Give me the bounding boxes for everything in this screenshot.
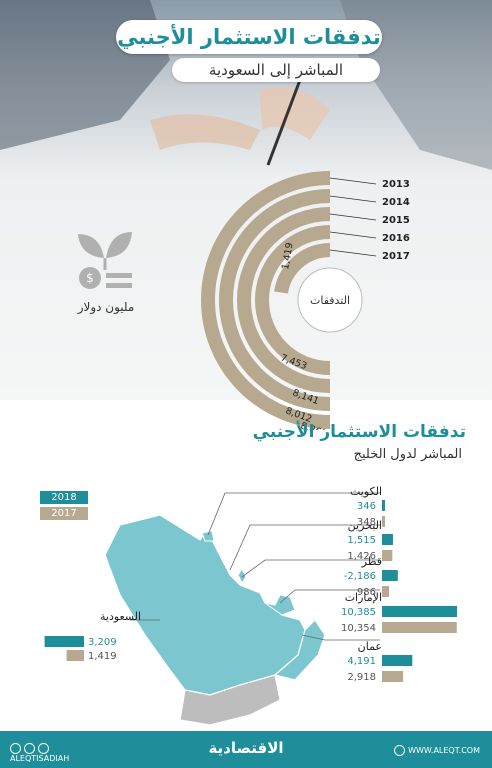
svg-text:$: $ <box>86 271 94 285</box>
arc-value-label-2013: 8,865 <box>299 420 328 430</box>
year-label-2014: 2014 <box>382 197 410 208</box>
page-title: تدفقات الاستثمار الأجنبي <box>117 25 381 49</box>
bar-2018-2 <box>382 570 398 581</box>
country-label-2: قطر <box>361 555 382 568</box>
bar-2018-1 <box>382 534 393 545</box>
instagram-icon <box>10 743 21 754</box>
center-circle <box>297 267 363 333</box>
arc-bar-2014 <box>218 189 331 411</box>
gulf-section-subtitle: المباشر لدول الخليج <box>353 447 462 462</box>
year-label-2015: 2015 <box>382 215 410 226</box>
legend-2018: 2018 <box>40 491 88 504</box>
uae-map <box>264 594 296 616</box>
website-link[interactable]: WWW.ALEQT.COM <box>394 745 480 756</box>
value-label-2018-3: 10,385 <box>341 607 376 618</box>
center-label: التدفقات <box>310 294 350 307</box>
subtitle-banner: المباشر إلى السعودية <box>172 58 380 82</box>
value-label-2018-4: 4,191 <box>347 656 376 667</box>
arc-bar-2015 <box>236 207 331 393</box>
money-plant-icon: $ <box>78 232 132 289</box>
value-label-2017-saudi: 1,419 <box>88 651 117 662</box>
value-label-2018-saudi: 3,209 <box>88 637 117 648</box>
value-label-2018-1: 1,515 <box>347 535 376 546</box>
bar-2018-0 <box>382 500 385 511</box>
unit-label: مليون دولار <box>77 300 135 314</box>
bar-2018-4 <box>382 655 413 666</box>
bar-2017-2 <box>382 586 390 597</box>
legend-2017: 2017 <box>40 507 88 520</box>
bar-2018-saudi <box>44 636 84 647</box>
social-handles: ALEQTISADIAH <box>10 743 69 763</box>
country-label-0: الكويت <box>350 485 382 498</box>
kuwait-map <box>201 530 215 542</box>
year-label-2013: 2013 <box>382 179 410 190</box>
oman-map <box>273 619 326 681</box>
value-label-2017-1: 1,426 <box>347 551 376 562</box>
year-leader-2017 <box>329 249 377 257</box>
value-label-2018-0: 346 <box>357 501 376 512</box>
arc-value-label-2017: 1,419 <box>280 242 296 271</box>
bar-2017-4 <box>382 671 404 682</box>
country-label-4: عمان <box>358 640 382 653</box>
gulf-map <box>104 492 380 726</box>
country-label-1: البحرين <box>348 519 382 532</box>
bar-2018-3 <box>382 606 457 617</box>
value-label-2018-2: -2,186 <box>344 571 376 582</box>
year-leader-2015 <box>329 213 377 221</box>
bar-2017-0 <box>382 516 385 527</box>
facebook-icon <box>24 743 35 754</box>
arc-bar-2017 <box>274 243 331 294</box>
value-label-2017-2: 986 <box>357 587 376 598</box>
twitter-icon <box>38 743 49 754</box>
title-banner: تدفقات الاستثمار الأجنبي <box>116 20 382 54</box>
year-leader-2014 <box>329 195 377 203</box>
qatar-map <box>237 568 247 584</box>
footer-bar: ALEQTISADIAH الاقتصادية WWW.ALEQT.COM <box>0 731 492 768</box>
bar-2017-1 <box>382 550 393 561</box>
gulf-section-title: تدفقات الاستثمار الأجنبي <box>252 422 466 442</box>
brand-logo: الاقتصادية <box>208 739 284 757</box>
country-label-3: الإمارات <box>345 591 382 604</box>
bar-2017-saudi <box>66 650 84 661</box>
year-label-2017: 2017 <box>382 251 410 262</box>
arc-bar-2013 <box>200 171 331 429</box>
bar-2017-3 <box>382 622 457 633</box>
page-subtitle: المباشر إلى السعودية <box>208 61 344 79</box>
yemen-map <box>179 674 281 726</box>
year-label-2016: 2016 <box>382 233 410 244</box>
globe-icon <box>394 745 406 756</box>
country-label-saudi: السعودية <box>100 610 141 623</box>
value-label-2017-4: 2,918 <box>347 672 376 683</box>
arc-chart: 201320142015201620178,8658,0128,1417,453… <box>200 171 410 430</box>
value-label-2017-3: 10,354 <box>341 623 376 634</box>
arc-bar-2016 <box>254 225 331 375</box>
website-text: WWW.ALEQT.COM <box>408 746 480 755</box>
value-label-2017-0: 348 <box>357 517 376 528</box>
year-leader-2013 <box>329 177 377 185</box>
social-handle-text: ALEQTISADIAH <box>10 754 70 763</box>
year-leader-2016 <box>329 231 377 239</box>
